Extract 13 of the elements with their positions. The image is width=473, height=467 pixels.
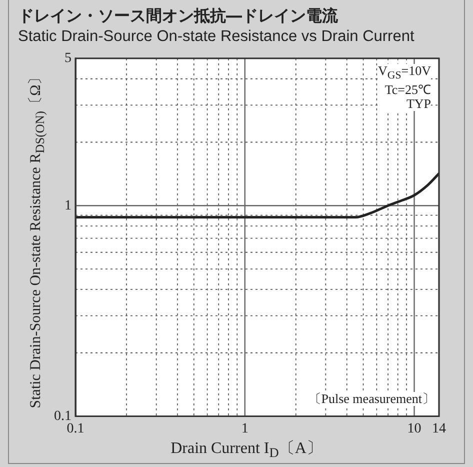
- x-tick-label: 1: [241, 421, 248, 436]
- y-tick-label: 0.1: [54, 408, 72, 424]
- y-tick-label: 5: [64, 51, 72, 66]
- x-tick-label: 14: [432, 421, 446, 436]
- chart-title: ドレイン・ソース間オン抵抗―ドレイン電流: [18, 6, 338, 27]
- y-tick-label: 1: [64, 198, 72, 214]
- x-tick-label: 10: [407, 421, 422, 436]
- annotation: Tc=25℃: [384, 82, 431, 97]
- annotation: V$_{GS}$=10V: [378, 63, 431, 82]
- annotation: TYP: [406, 96, 431, 111]
- x-axis-title: Drain Current I$_{D}$〔A〕: [170, 439, 324, 462]
- annotation: 〔Pulse measurement〕: [308, 391, 435, 406]
- chart-subtitle: Static Drain-Source On-state Resistance vs Drain Current: [18, 28, 414, 46]
